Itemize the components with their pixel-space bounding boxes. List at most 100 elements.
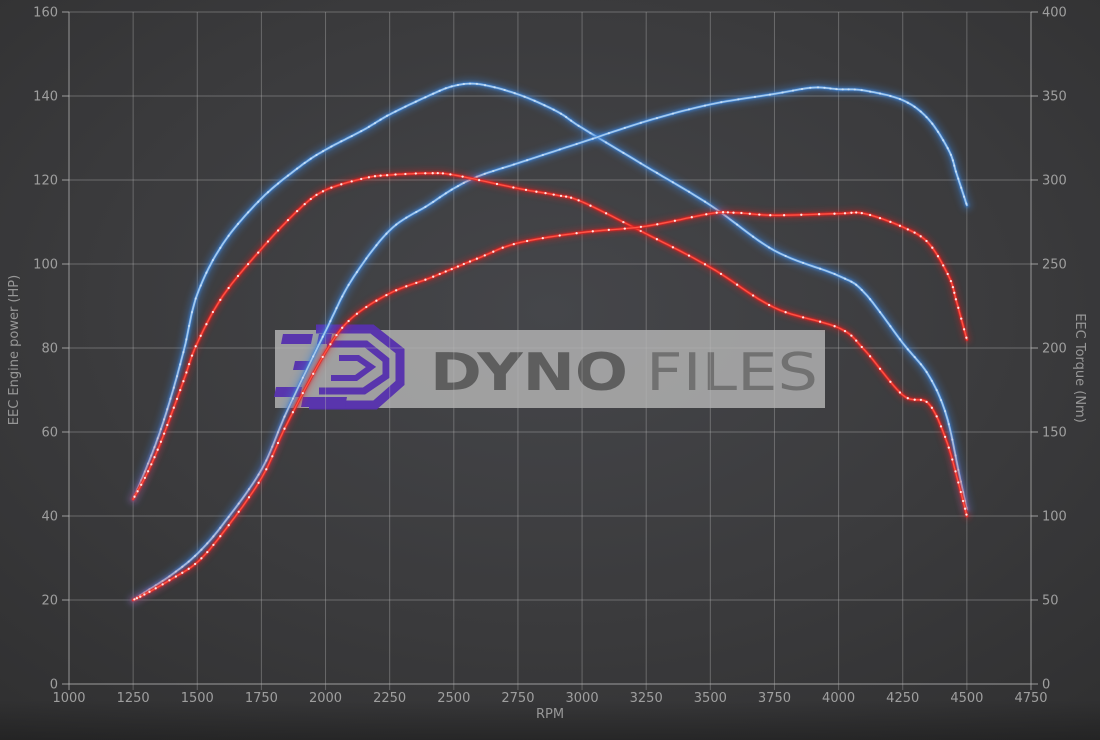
torque-stock-datapoint — [655, 238, 659, 241]
engine-power-stock-datapoint — [850, 211, 853, 214]
torque-tuned-datapoint — [930, 379, 934, 383]
engine-power-tuned-datapoint — [405, 216, 408, 219]
torque-tuned-datapoint — [257, 200, 260, 203]
x-tick-label: 4750 — [1014, 691, 1047, 706]
torque-tuned-datapoint — [784, 254, 787, 258]
torque-stock-datapoint — [868, 355, 872, 358]
torque-tuned-datapoint — [604, 141, 608, 144]
engine-power-tuned-datapoint — [187, 560, 190, 563]
torque-stock-datapoint — [939, 425, 943, 428]
x-tick-label: 3000 — [566, 691, 599, 706]
torque-stock-datapoint — [850, 334, 853, 337]
right-tick-label: 50 — [1042, 594, 1059, 609]
engine-power-stock-datapoint — [740, 211, 743, 215]
torque-stock-datapoint — [951, 458, 954, 461]
engine-power-tuned-datapoint — [206, 542, 209, 545]
torque-stock-datapoint — [431, 172, 434, 175]
engine-power-tuned-datapoint — [687, 108, 691, 111]
engine-power-stock-datapoint — [898, 224, 902, 227]
torque-stock-datapoint — [394, 173, 397, 176]
torque-stock-datapoint — [276, 229, 280, 232]
x-tick-label: 1250 — [117, 691, 150, 706]
engine-power-stock-datapoint — [237, 510, 240, 513]
engine-power-tuned-datapoint — [860, 88, 863, 92]
torque-tuned-datapoint — [394, 110, 397, 113]
engine-power-stock-datapoint — [181, 571, 184, 574]
engine-power-stock-datapoint — [483, 254, 486, 257]
torque-stock-datapoint — [303, 202, 306, 206]
torque-tuned-datapoint — [493, 86, 496, 89]
torque-tuned-datapoint — [432, 92, 435, 95]
engine-power-stock-datapoint — [860, 211, 863, 215]
bottom-shade — [0, 700, 1100, 740]
torque-stock-datapoint — [889, 380, 892, 383]
engine-power-tuned-datapoint — [483, 172, 486, 175]
engine-power-tuned-datapoint — [931, 122, 934, 125]
engine-power-stock-datapoint — [375, 299, 378, 302]
engine-power-stock-datapoint — [276, 441, 280, 445]
torque-tuned-datapoint — [913, 355, 916, 359]
torque-stock-datapoint — [441, 172, 445, 175]
engine-power-stock-datapoint — [444, 270, 447, 273]
torque-stock-datapoint — [350, 180, 353, 183]
x-tick-label: 4250 — [886, 691, 919, 706]
engine-power-tuned-datapoint — [957, 177, 960, 180]
torque-tuned-datapoint — [340, 140, 343, 143]
engine-power-tuned-core — [132, 86, 968, 601]
x-tick-label: 4500 — [950, 691, 983, 706]
engine-power-stock-datapoint — [462, 262, 465, 266]
engine-power-stock-datapoint — [942, 264, 945, 267]
engine-power-tuned-datapoint — [365, 257, 368, 260]
curves — [127, 77, 973, 606]
torque-stock-datapoint — [735, 283, 739, 286]
torque-tuned-datapoint — [330, 145, 333, 148]
engine-power-tuned-datapoint — [450, 188, 453, 191]
torque-tuned-datapoint — [569, 119, 573, 122]
torque-stock-datapoint — [156, 448, 159, 451]
torque-tuned-datapoint — [906, 348, 909, 351]
torque-stock-datapoint — [330, 186, 333, 189]
torque-tuned-datapoint — [533, 99, 536, 102]
right-tick-label: 300 — [1042, 174, 1067, 189]
engine-power-tuned-datapoint — [768, 93, 772, 96]
engine-power-stock-datapoint — [962, 328, 966, 331]
torque-stock-datapoint — [495, 182, 499, 186]
engine-power-stock-datapoint — [395, 289, 398, 292]
torque-stock-datapoint — [169, 415, 172, 418]
engine-power-stock-datapoint — [501, 246, 504, 249]
torque-stock-datapoint — [266, 240, 270, 243]
torque-tuned-datapoint — [855, 283, 858, 286]
left-tick-label: 40 — [41, 510, 58, 525]
engine-power-stock-datapoint — [385, 293, 388, 297]
right-tick-label: 400 — [1042, 6, 1067, 21]
torque-tuned-datapoint — [350, 134, 353, 138]
torque-tuned-datapoint — [211, 258, 215, 262]
engine-power-stock-datapoint — [135, 597, 139, 600]
engine-power-stock-datapoint — [475, 257, 479, 260]
torque-tuned-datapoint — [456, 83, 460, 87]
engine-power-stock-datapoint — [925, 239, 928, 243]
engine-power-tuned-datapoint — [462, 181, 465, 185]
engine-power-tuned-datapoint — [335, 306, 338, 310]
brand-text-dyno: DYNO — [430, 343, 628, 403]
torque-stock-datapoint — [535, 190, 538, 193]
torque-stock-datapoint — [185, 371, 188, 374]
engine-power-stock-datapoint — [257, 481, 260, 484]
engine-power-stock-datapoint — [247, 496, 251, 499]
torque-tuned-datapoint — [622, 151, 625, 155]
engine-power-stock-datapoint — [721, 211, 725, 214]
engine-power-stock-datapoint — [889, 220, 892, 224]
torque-tuned-datapoint — [639, 162, 642, 165]
engine-power-tuned-datapoint — [607, 132, 610, 135]
torque-tuned-datapoint — [919, 363, 923, 366]
torque-tuned-datapoint — [655, 171, 659, 175]
axis-tick-labels: 1000 1250 1500 1750 2000 2250 2500 2750 3000 3250… — [33, 6, 1067, 707]
engine-power-stock-datapoint — [415, 281, 418, 285]
torque-stock-datapoint — [965, 513, 968, 516]
torque-stock-datapoint — [159, 440, 163, 443]
torque-tuned-curve — [127, 77, 973, 516]
engine-power-stock-datapoint — [748, 212, 751, 215]
engine-power-stock-datapoint — [139, 595, 142, 598]
engine-power-tuned-datapoint — [949, 153, 953, 156]
torque-stock-datapoint — [190, 354, 194, 357]
